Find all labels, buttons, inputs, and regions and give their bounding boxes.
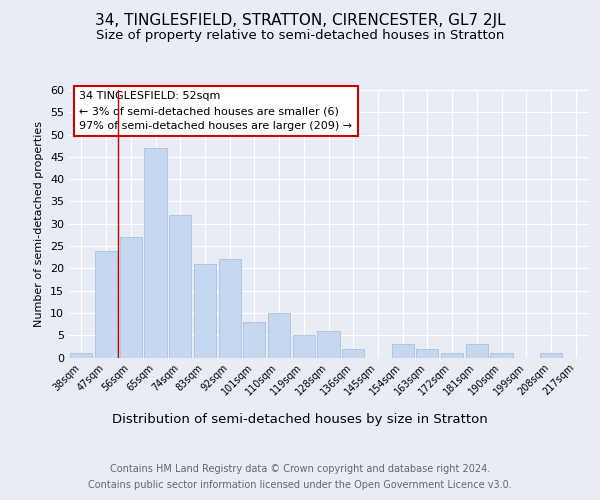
Bar [145,148,167,358]
Text: Size of property relative to semi-detached houses in Stratton: Size of property relative to semi-detach… [96,28,504,42]
Bar [466,344,488,358]
Bar [416,348,439,358]
Bar [243,322,265,358]
Bar [540,353,562,358]
Text: 34, TINGLESFIELD, STRATTON, CIRENCESTER, GL7 2JL: 34, TINGLESFIELD, STRATTON, CIRENCESTER,… [95,12,505,28]
Bar [342,348,364,358]
Bar [169,215,191,358]
Text: Distribution of semi-detached houses by size in Stratton: Distribution of semi-detached houses by … [112,412,488,426]
Bar [317,331,340,357]
Bar [490,353,512,358]
Bar [392,344,414,358]
Bar [293,335,315,357]
Text: 34 TINGLESFIELD: 52sqm
← 3% of semi-detached houses are smaller (6)
97% of semi-: 34 TINGLESFIELD: 52sqm ← 3% of semi-deta… [79,92,353,131]
Bar [70,353,92,358]
Bar [268,313,290,358]
Text: Contains public sector information licensed under the Open Government Licence v3: Contains public sector information licen… [88,480,512,490]
Bar [194,264,216,358]
Bar [218,260,241,358]
Text: Contains HM Land Registry data © Crown copyright and database right 2024.: Contains HM Land Registry data © Crown c… [110,464,490,474]
Bar [119,237,142,358]
Bar [95,250,117,358]
Y-axis label: Number of semi-detached properties: Number of semi-detached properties [34,120,44,327]
Bar [441,353,463,358]
